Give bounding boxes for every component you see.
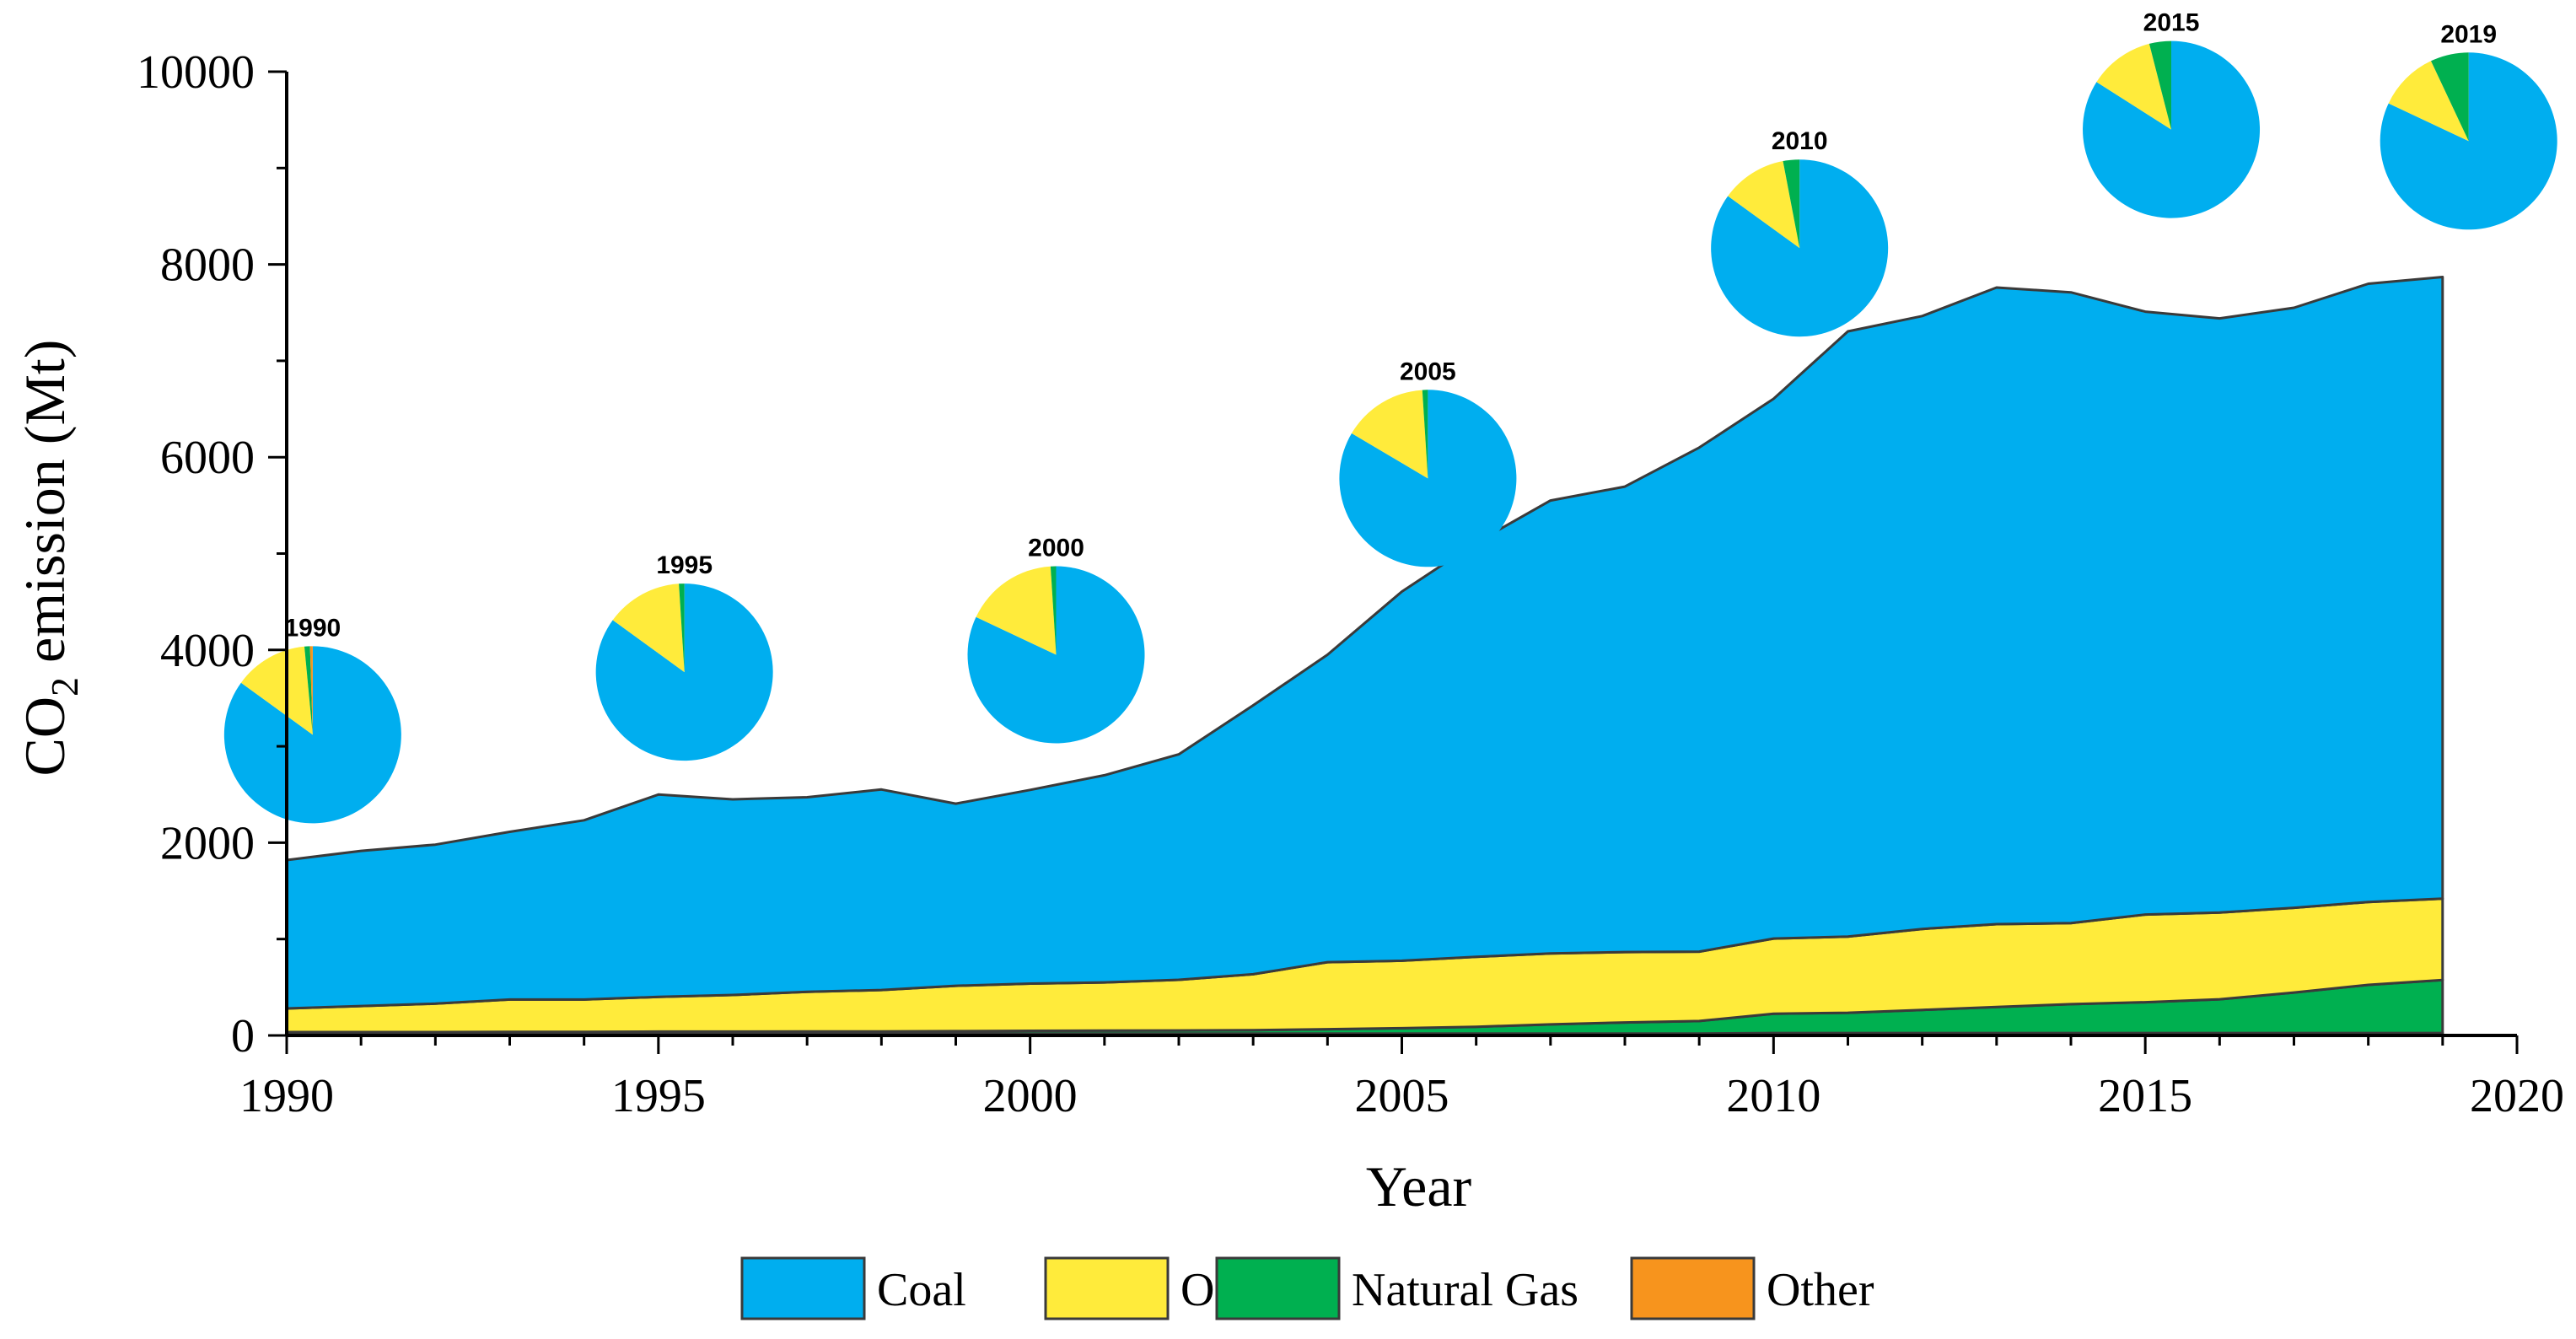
x-tick-label: 2000	[983, 1070, 1078, 1122]
pie-2000: 2000	[967, 535, 1145, 744]
y-axis-title-main: CO	[13, 696, 77, 776]
x-tick-label: 2005	[1355, 1070, 1449, 1122]
legend-label-natural-gas: Natural Gas	[1352, 1264, 1578, 1316]
pie-1990-slice-oil	[240, 646, 313, 735]
pie-insets-group: 1990 1995 2000 2005 2010 2015 2019	[223, 9, 2557, 824]
pie-1990-slice-natural-gas	[304, 646, 313, 735]
pie-2010-slice-coal	[1711, 159, 1889, 337]
legend-swatch-coal	[740, 1256, 866, 1320]
pie-2000-slice-coal	[967, 566, 1145, 744]
pie-2019: 2019	[2380, 20, 2557, 230]
axes-group: 1990 1995 2000 2005 2010 2015 2020 0 2000 4000 600…	[13, 46, 2564, 1218]
pie-1995-slice-coal	[595, 583, 773, 761]
pie-label-2019: 2019	[2440, 20, 2497, 48]
pie-2010: 2010	[1711, 127, 1889, 337]
x-tick-label: 2015	[2098, 1070, 2192, 1122]
pie-1990: 1990	[223, 614, 401, 824]
pie-2010-slice-oil	[1728, 161, 1800, 249]
legend-swatch-oil	[1044, 1256, 1170, 1320]
pie-1990-slice-coal	[223, 646, 401, 824]
pie-1995-slice-natural-gas	[679, 583, 685, 673]
legend-label-other: Other	[1767, 1264, 1874, 1316]
y-axis-title-subscript: 2	[43, 677, 86, 696]
x-tick-label: 2020	[2470, 1070, 2564, 1122]
pie-1990-slice-other	[309, 646, 313, 735]
pie-label-2015: 2015	[2143, 9, 2200, 37]
y-tick-label: 8000	[160, 239, 255, 292]
y-axis-title-suffix: emission (Mt)	[13, 340, 77, 677]
pie-1995-slice-oil	[612, 583, 685, 673]
legend: Coal Oil Natural Gas Other	[740, 1256, 1874, 1320]
x-axis-title: Year	[1366, 1154, 1472, 1218]
legend-swatch-natural-gas	[1215, 1256, 1341, 1320]
pie-1995: 1995	[595, 551, 773, 761]
x-tick-label: 1990	[239, 1070, 334, 1122]
y-tick-label: 0	[231, 1010, 255, 1062]
pie-2019-slice-oil	[2388, 61, 2469, 142]
y-tick-label: 6000	[160, 432, 255, 484]
pie-2000-slice-natural-gas	[1050, 566, 1057, 655]
pie-label-1995: 1995	[656, 551, 713, 579]
pie-2005: 2005	[1339, 358, 1517, 567]
legend-label-coal: Coal	[877, 1264, 966, 1316]
pie-label-2000: 2000	[1028, 535, 1084, 562]
pie-2019-slice-coal	[2380, 52, 2557, 230]
area-coal	[285, 276, 2444, 1010]
y-tick-label: 4000	[160, 625, 255, 677]
y-tick-label: 10000	[137, 46, 255, 99]
pie-label-1990: 1990	[284, 614, 341, 642]
pie-label-2010: 2010	[1772, 127, 1828, 155]
pie-label-2005: 2005	[1400, 358, 1456, 385]
pie-2019-slice-natural-gas	[2431, 52, 2469, 142]
y-tick-label: 2000	[160, 817, 255, 869]
x-tick-label: 1995	[611, 1070, 706, 1122]
pie-2005-slice-natural-gas	[1422, 390, 1428, 479]
pie-2015-slice-natural-gas	[2148, 40, 2172, 130]
area-series-group	[285, 276, 2444, 1037]
legend-swatch-other	[1630, 1256, 1756, 1320]
pie-2015: 2015	[2083, 9, 2261, 218]
pie-2005-slice-oil	[1352, 390, 1428, 479]
pie-2015-slice-oil	[2096, 43, 2172, 130]
pie-2015-slice-coal	[2083, 40, 2261, 218]
pie-2000-slice-oil	[976, 566, 1057, 655]
y-axis-title: CO2 emission (Mt)	[13, 340, 86, 777]
x-tick-label: 2010	[1726, 1070, 1820, 1122]
pie-2005-slice-coal	[1339, 390, 1517, 567]
pie-2010-slice-natural-gas	[1783, 159, 1800, 249]
